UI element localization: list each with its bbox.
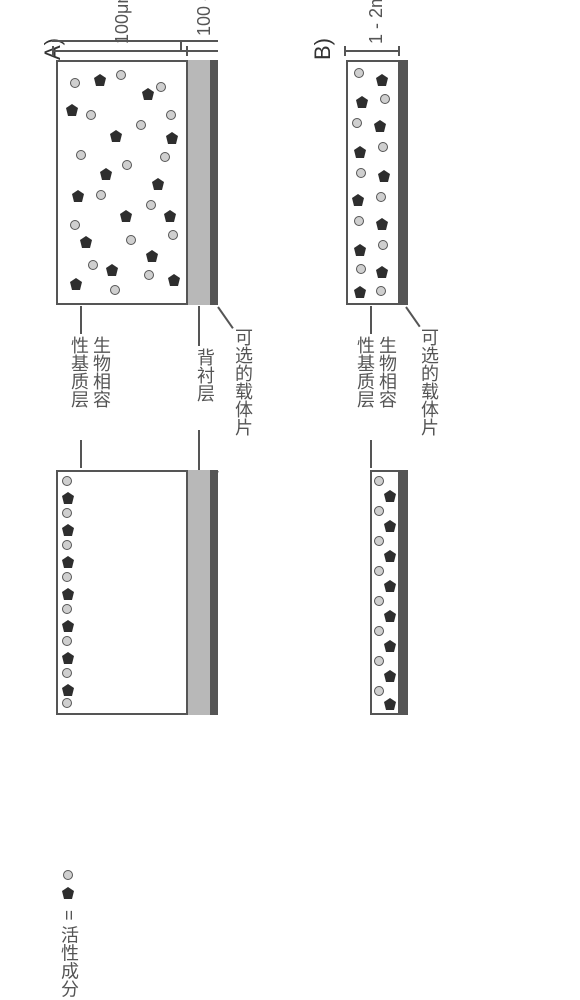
figure-b-label: B) [310,38,336,60]
fig-b-matrix-dim: 1 - 2mm [366,0,387,44]
fig-b-carrier-label: 可选的载体片 [416,328,442,436]
fig-a-upper-backing [186,60,210,305]
legend-pentagon-icon [62,886,74,898]
fig-a-matrix-dim-line [52,50,188,52]
leader-line [198,430,200,470]
fig-b-matrix-label-l2: 性基质层 [352,336,378,408]
leader-line [217,306,234,328]
fig-b-upper-particles [346,60,400,305]
fig-a-lower-carrier [210,470,218,715]
fig-b-upper-carrier [400,60,408,305]
fig-b-matrix-dim-line [344,50,400,52]
leader-line [198,306,200,346]
leader-line [370,440,372,468]
leader-line [370,306,372,334]
fig-a-carrier-label: 可选的载体片 [230,328,256,436]
page-root: A) 100 - 500μm 100μm - 10mm [0,0,580,1000]
fig-a-backing-label: 背衬层 [192,348,218,402]
legend [62,870,74,898]
fig-a-matrix-label-l2: 性基质层 [66,336,92,408]
fig-a-backing-dim: 100 - 500μm [194,0,215,36]
fig-a-upper-carrier [210,60,218,305]
legend-text: = 活性成分 [56,910,82,998]
fig-a-matrix-dim: 100μm - 10mm [112,0,133,44]
fig-b-lower-particles [370,470,400,715]
leader-line [80,440,82,468]
leader-line [405,306,420,327]
fig-a-upper-particles [56,60,188,305]
leader-line [80,306,82,334]
fig-a-lower-backing [186,470,210,715]
fig-b-lower-carrier [400,470,408,715]
legend-dot-icon [63,870,73,880]
fig-a-lower-particles [56,470,188,715]
